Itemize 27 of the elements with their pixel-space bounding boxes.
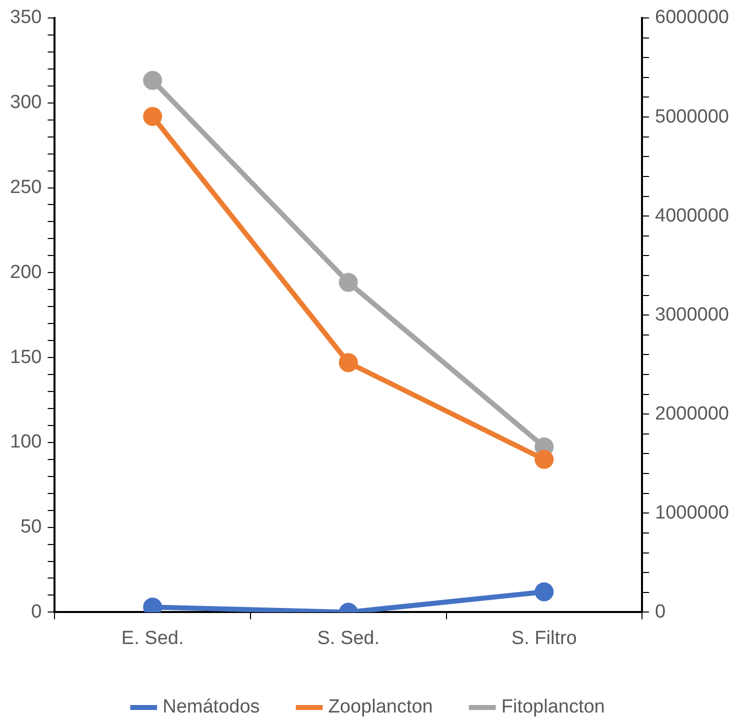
x-tick-label: S. Sed. — [317, 628, 380, 649]
legend-label: Nemátodos — [162, 696, 260, 718]
legend-label: Zooplancton — [328, 696, 433, 718]
x-tick-label: S. Filtro — [511, 628, 577, 649]
point — [534, 450, 554, 469]
y2-tick-label: 0 — [655, 601, 666, 622]
y-tick-label: 150 — [10, 346, 42, 368]
point — [143, 106, 162, 126]
legend-label: Fitoplancton — [501, 696, 605, 718]
x-tick-label: E. Sed. — [121, 628, 184, 649]
point — [143, 70, 162, 90]
y2-tick-label: 2000000 — [655, 403, 729, 424]
y2-tick-label: 3000000 — [655, 304, 729, 326]
y2-tick-label: 1000000 — [655, 502, 729, 524]
y2-tick-label: 4000000 — [655, 205, 729, 226]
point — [534, 582, 554, 602]
y2-tick-label: 5000000 — [655, 106, 729, 128]
y-tick-label: 300 — [10, 92, 42, 114]
point — [338, 353, 358, 372]
y-tick-label: 200 — [10, 262, 42, 283]
y-tick-label: 350 — [10, 7, 42, 28]
y2-tick-label: 6000000 — [655, 7, 729, 28]
y-tick-label: 100 — [10, 432, 42, 453]
y-tick-label: 0 — [31, 601, 42, 622]
y-tick-label: 250 — [10, 177, 42, 198]
point — [338, 272, 358, 292]
y-tick-label: 50 — [20, 516, 42, 538]
